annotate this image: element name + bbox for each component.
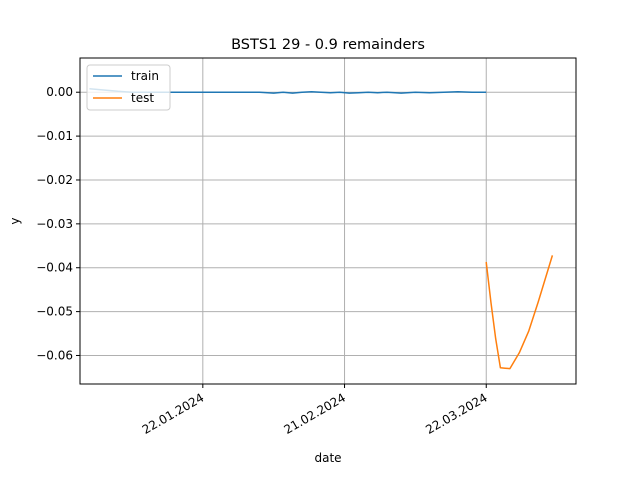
y-axis: 0.00 −0.01 −0.02 −0.03 −0.04 −0.05 −0.06 <box>36 85 80 362</box>
series-line-test <box>485 255 554 370</box>
y-axis-label: y <box>8 217 22 224</box>
y-tick-label: −0.02 <box>36 173 73 187</box>
legend-label-train: train <box>131 69 159 83</box>
plot-frame <box>79 57 577 385</box>
y-tick-label: −0.05 <box>36 305 73 319</box>
y-tick-label: −0.03 <box>36 217 73 231</box>
y-tick-label: −0.06 <box>36 348 73 362</box>
chart-title: BSTS1 29 - 0.9 remainders <box>231 37 425 53</box>
legend-label-test: test <box>131 91 154 105</box>
y-tick-label: −0.01 <box>36 129 73 143</box>
legend: train test <box>86 64 171 111</box>
x-axis-label: date <box>314 451 341 465</box>
y-tick-label: −0.04 <box>36 261 73 275</box>
grid-lines <box>80 58 576 384</box>
y-tick-label: 0.00 <box>46 85 73 99</box>
